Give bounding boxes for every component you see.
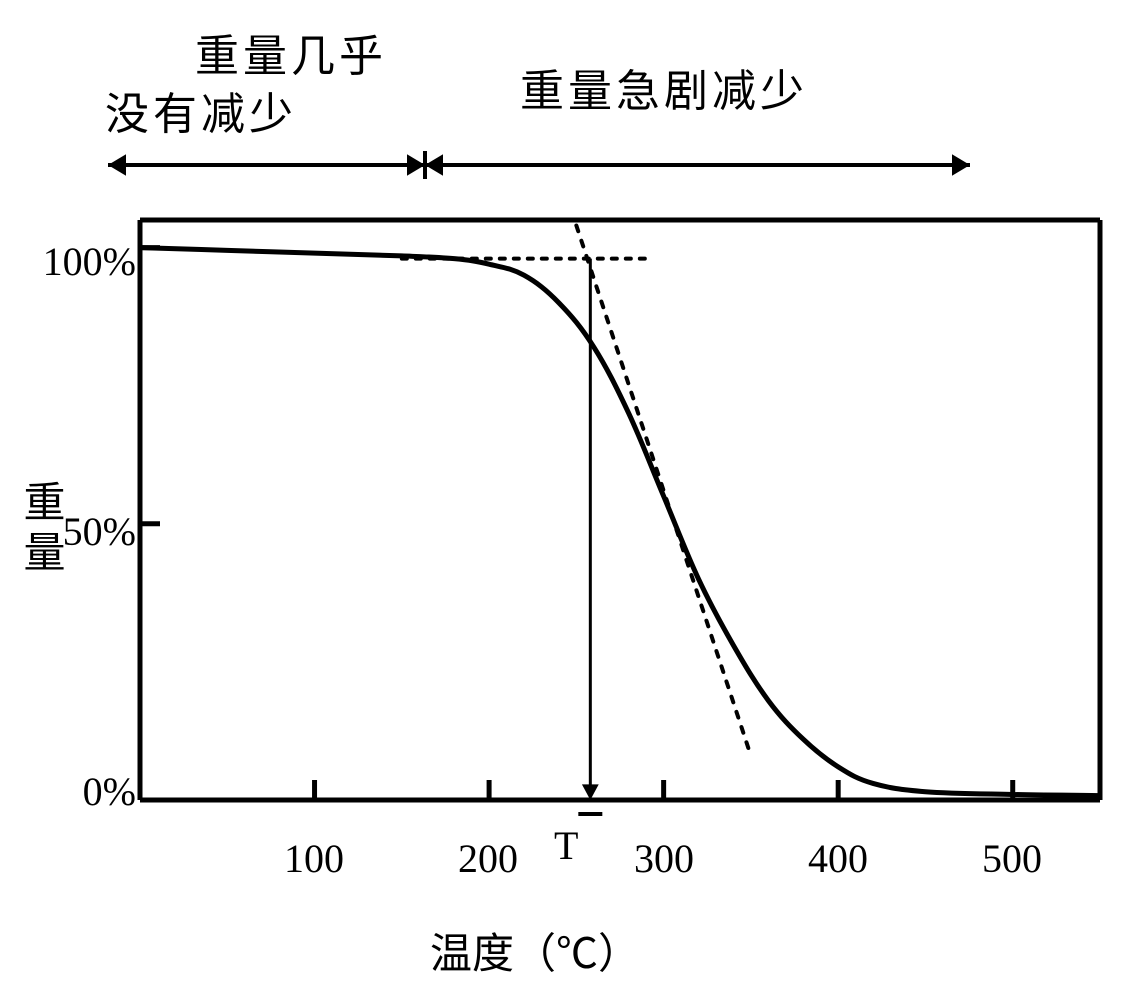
t-marker-label: T (554, 822, 578, 869)
x-axis-label: 温度（℃） (430, 920, 640, 981)
xtick-200: 200 (438, 835, 538, 882)
tga-chart: 重量几乎 没有减少 重量急剧减少 重量 温度（℃） 100% 50% 0% 10… (0, 0, 1146, 988)
annotation-left-line1: 重量几乎 (195, 20, 387, 84)
ytick-100: 100% (16, 238, 136, 285)
xtick-100: 100 (264, 835, 364, 882)
annotation-right: 重量急剧减少 (520, 55, 808, 119)
annotation-left-line2: 没有减少 (105, 78, 297, 142)
xtick-500: 500 (962, 835, 1062, 882)
xtick-400: 400 (788, 835, 888, 882)
xtick-300: 300 (614, 835, 714, 882)
ytick-0: 0% (16, 768, 136, 815)
ytick-50: 50% (16, 508, 136, 555)
